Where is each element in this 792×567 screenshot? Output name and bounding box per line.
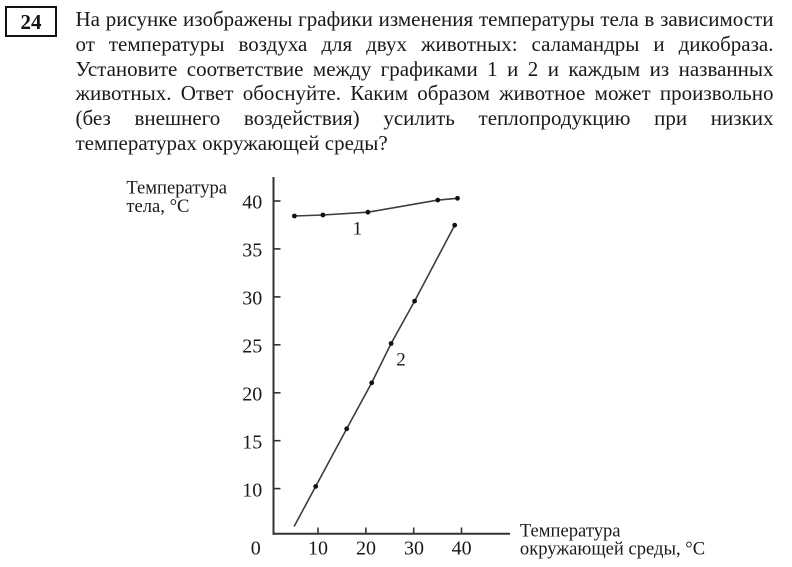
svg-text:0: 0 [251, 538, 261, 560]
svg-text:35: 35 [242, 240, 262, 262]
svg-text:2: 2 [396, 349, 406, 370]
svg-text:тела, °С: тела, °С [126, 196, 189, 217]
svg-text:40: 40 [452, 538, 472, 560]
svg-text:окружающей среды, °С: окружающей среды, °С [520, 538, 705, 559]
svg-text:40: 40 [242, 192, 262, 214]
svg-text:1: 1 [353, 219, 363, 240]
svg-text:15: 15 [242, 431, 262, 453]
svg-text:20: 20 [242, 384, 262, 406]
svg-text:10: 10 [308, 538, 328, 560]
svg-text:30: 30 [242, 288, 262, 310]
svg-text:25: 25 [242, 336, 262, 358]
svg-text:30: 30 [404, 538, 424, 560]
svg-text:Температура: Температура [520, 521, 621, 542]
svg-text:Температура: Температура [126, 178, 227, 199]
svg-text:10: 10 [242, 479, 262, 501]
svg-text:20: 20 [356, 538, 376, 560]
